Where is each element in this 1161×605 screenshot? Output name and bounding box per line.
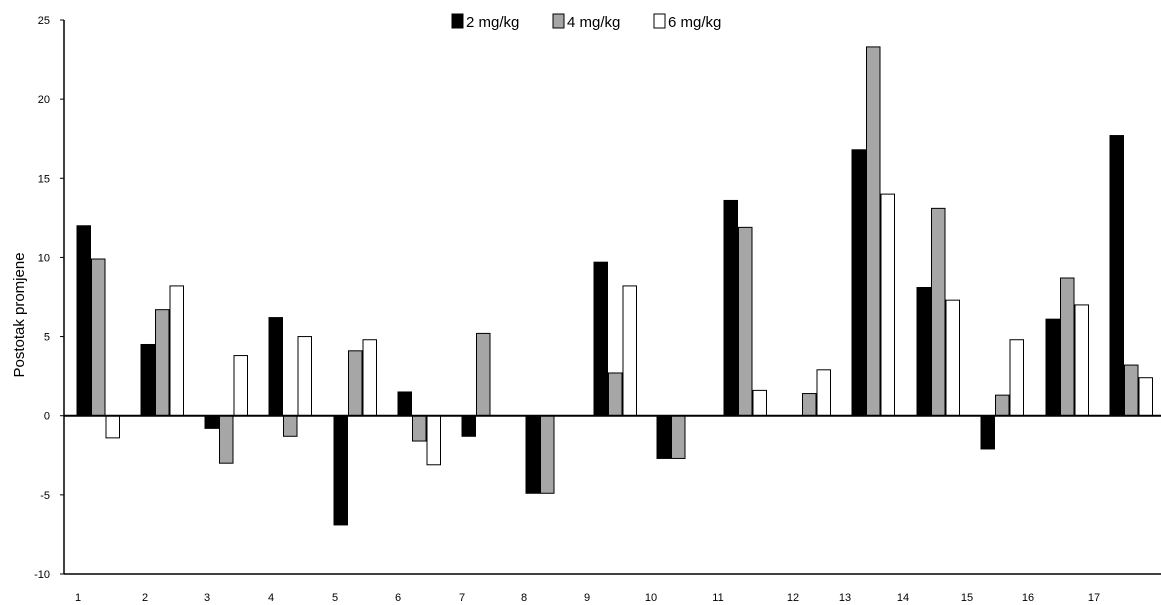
bar-2-mg-kg-11 — [723, 199, 738, 417]
bar-2-mg-kg-13 — [851, 149, 866, 417]
bar-6-mg-kg-12 — [816, 369, 831, 417]
x-tick-label: 17 — [1088, 592, 1100, 604]
x-tick-label: 10 — [645, 592, 657, 604]
x-tick-label: 2 — [142, 592, 148, 604]
legend-swatch — [552, 13, 565, 29]
bar-2-mg-kg-6 — [397, 391, 412, 417]
x-tick-label: 4 — [268, 592, 274, 604]
bar-6-mg-kg-2 — [169, 285, 184, 417]
y-axis-label: Postotak promjene — [11, 252, 28, 377]
bar-4-mg-kg-17 — [1124, 364, 1139, 417]
bar-6-mg-kg-14 — [945, 299, 960, 417]
x-tick-label: 7 — [459, 592, 465, 604]
bars — [76, 46, 1153, 526]
legend: 2 mg/kg 4 mg/kg 6 mg/kg — [451, 13, 721, 31]
bar-2-mg-kg-2 — [140, 343, 155, 417]
x-tick-label: 12 — [787, 592, 799, 604]
y-tick-label: -10 — [34, 569, 50, 581]
bar-2-mg-kg-15 — [980, 415, 995, 450]
bar-4-mg-kg-3 — [219, 415, 234, 464]
bar-6-mg-kg-13 — [880, 193, 895, 417]
bar-6-mg-kg-1 — [105, 415, 120, 439]
y-tick-label: 25 — [38, 15, 50, 27]
bar-4-mg-kg-1 — [91, 258, 106, 417]
bar-4-mg-kg-13 — [866, 46, 881, 417]
y-tick-label: 10 — [38, 252, 50, 264]
bar-2-mg-kg-10 — [656, 415, 671, 459]
bar-6-mg-kg-17 — [1138, 377, 1153, 417]
bar-2-mg-kg-16 — [1045, 318, 1060, 417]
x-tick-label: 16 — [1022, 592, 1034, 604]
bar-4-mg-kg-16 — [1060, 277, 1075, 417]
legend-label: 6 mg/kg — [668, 14, 721, 31]
y-tick-label: 5 — [44, 332, 50, 344]
bar-2-mg-kg-3 — [204, 415, 219, 429]
bar-4-mg-kg-9 — [608, 372, 623, 417]
bar-6-mg-kg-3 — [233, 355, 248, 417]
x-tick-label: 9 — [584, 592, 590, 604]
bar-4-mg-kg-4 — [283, 415, 298, 437]
x-tick-label: 6 — [395, 592, 401, 604]
bar-4-mg-kg-14 — [931, 207, 946, 417]
bar-4-mg-kg-5 — [348, 350, 363, 417]
bar-4-mg-kg-2 — [155, 309, 170, 417]
bar-2-mg-kg-8 — [525, 415, 540, 494]
bar-6-mg-kg-5 — [362, 339, 377, 417]
bar-4-mg-kg-8 — [540, 415, 555, 494]
y-tick-label: -5 — [40, 490, 50, 502]
x-tick-label: 1 — [75, 592, 81, 604]
bar-6-mg-kg-16 — [1074, 304, 1089, 417]
bar-2-mg-kg-1 — [76, 225, 91, 417]
bar-2-mg-kg-4 — [268, 317, 283, 417]
x-tick-label: 13 — [839, 592, 851, 604]
bar-4-mg-kg-6 — [412, 415, 427, 442]
bar-6-mg-kg-15 — [1009, 339, 1024, 417]
legend-swatch — [653, 13, 666, 29]
legend-swatch — [451, 13, 464, 29]
bar-6-mg-kg-6 — [426, 415, 441, 466]
x-tick-label: 11 — [712, 592, 723, 604]
bar-4-mg-kg-10 — [671, 415, 686, 459]
x-tick-label: 8 — [521, 592, 527, 604]
bar-6-mg-kg-4 — [297, 336, 312, 417]
bar-2-mg-kg-17 — [1109, 135, 1124, 417]
bar-4-mg-kg-12 — [802, 393, 817, 417]
bar-2-mg-kg-14 — [916, 287, 931, 417]
bar-2-mg-kg-9 — [593, 261, 608, 417]
legend-label: 2 mg/kg — [466, 14, 519, 31]
y-tick-label: 0 — [44, 411, 50, 423]
legend-label: 4 mg/kg — [567, 14, 620, 31]
bar-2-mg-kg-7 — [461, 415, 476, 437]
bar-6-mg-kg-9 — [622, 285, 637, 417]
bar-4-mg-kg-7 — [476, 332, 491, 417]
x-tick-label: 15 — [961, 592, 973, 604]
bar-4-mg-kg-15 — [995, 394, 1010, 417]
x-tick-label: 3 — [204, 592, 210, 604]
x-tick-label: 14 — [897, 592, 909, 604]
y-tick-label: 20 — [38, 94, 50, 106]
x-tick-label: 5 — [332, 592, 338, 604]
bar-6-mg-kg-11 — [752, 389, 767, 417]
bar-2-mg-kg-5 — [333, 415, 348, 526]
bar-4-mg-kg-11 — [738, 226, 753, 417]
y-tick-label: 15 — [38, 173, 50, 185]
